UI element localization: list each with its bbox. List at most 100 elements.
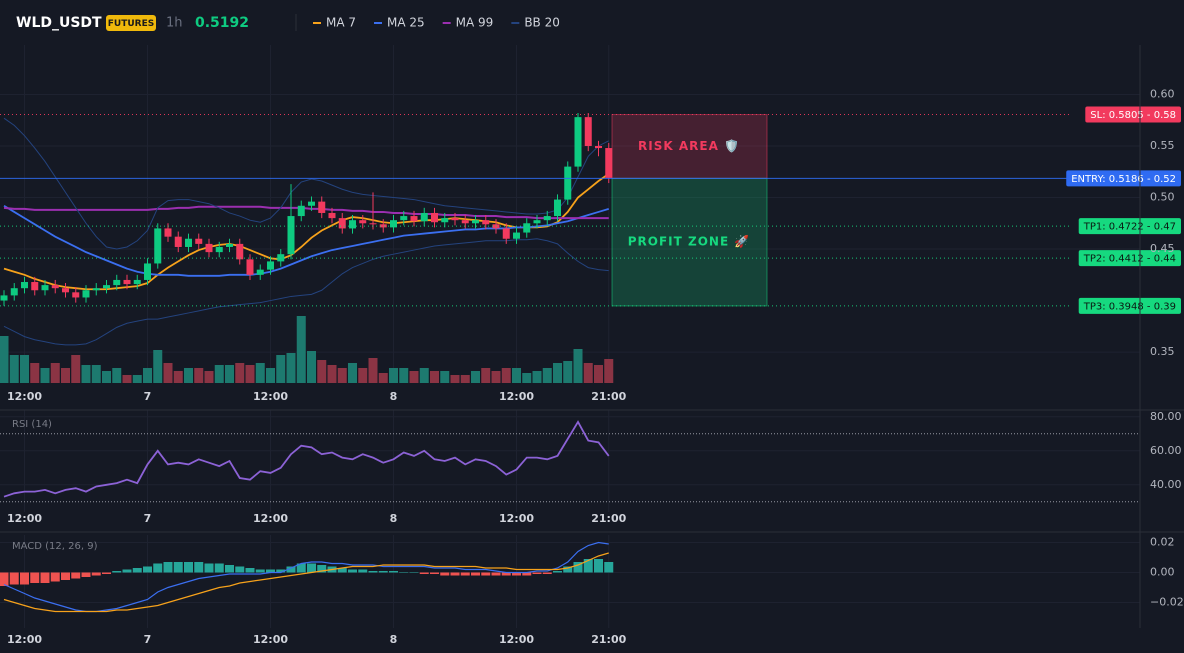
volume-bar [40,368,50,383]
volume-bar [143,368,152,383]
macd-title: MACD (12, 26, 9) [12,541,98,552]
histogram-bar [235,566,245,573]
histogram-bar [214,563,224,573]
candle-body [461,220,469,224]
y-tick-label: 0.02 [1150,536,1175,549]
histogram-bar [307,563,316,573]
histogram-bar [409,572,419,573]
histogram-bar [389,571,398,573]
badge-background [106,15,156,31]
histogram-bar [542,572,552,574]
candle-body [349,220,356,229]
histogram-bar [194,562,204,573]
candle-body [195,238,203,244]
histogram-bar [337,568,347,573]
x-tick-label: 7 [144,512,152,525]
volume-bar [9,355,19,383]
volume-bar [563,361,573,383]
candle-body [379,224,387,228]
volume-bar [368,358,378,383]
candle-body [185,238,192,247]
candle-body [564,166,572,200]
histogram-bar [419,572,429,574]
x-tick-label: 21:00 [591,390,626,403]
volume-bar [173,371,183,383]
candle-body [21,282,28,289]
indicator-line [3,204,610,277]
candle-body [10,288,18,296]
histogram-bar [491,572,501,576]
histogram-bar [450,572,460,576]
histogram-bar [91,572,101,576]
badge: FUTURES [108,19,154,29]
x-tick-label: 12:00 [7,633,42,646]
volume-bar [255,363,265,383]
histogram-bar [122,569,132,573]
histogram-bar [471,572,480,576]
level-label-background [1085,106,1181,123]
candle-body [144,263,151,280]
y-tick-label: 0.00 [1150,566,1175,579]
candle-body [502,228,510,239]
y-tick-label: 60.00 [1150,444,1182,457]
histogram-bar [553,571,562,573]
histogram-bar [245,568,255,573]
candle-body [605,148,613,178]
volume-bar [491,371,501,383]
histogram-bar [481,572,491,576]
volume-bar [91,365,101,383]
volume-bar [112,368,122,383]
histogram-bar [604,562,614,573]
histogram-bar [255,569,265,573]
legend-label: MA 99 [456,16,494,30]
volume-bar [460,375,470,383]
candle-body [51,285,59,289]
zones: RISK AREA 🛡️ PROFIT ZONE 🚀 [611,114,768,307]
histogram-bar [153,563,163,573]
volume-bar [594,365,603,383]
volume-bar [71,355,81,383]
volume-bar [409,371,419,383]
candle-body [92,288,100,291]
histogram-bar [296,563,306,573]
volume-bar [0,336,9,383]
level-label: TP1: 0.4722 - 0.47 [1083,222,1176,233]
level-label: TP3: 0.3948 - 0.39 [1083,301,1176,312]
volume-bar [225,365,234,383]
volume-bar [553,363,562,383]
histogram-bar [430,572,439,574]
candle-body [523,223,531,233]
candle-body [72,292,80,298]
x-tick-label: 12:00 [253,633,288,646]
histogram-bar [102,572,111,574]
volume-bar [501,368,511,383]
volume-bar [81,365,91,383]
volume-bar [153,350,163,383]
candle-body [441,218,449,223]
volume-bar [122,375,132,383]
candle-body [62,288,69,293]
y-tick-label: 0.60 [1150,87,1175,100]
candle-body [246,259,254,275]
candle-body [215,246,223,253]
header: WLD_USDT FUTURES 1h 0.5192 RSI (14) MACD… [12,15,249,552]
volume-bar [450,375,460,383]
histogram-bar [573,562,583,573]
histogram-bar [143,566,152,573]
candle-body [103,285,110,289]
candle-body [328,212,336,219]
histogram-bar [594,559,603,573]
histogram-bar [563,566,573,573]
candle-body [226,243,233,247]
volume-bar [286,353,296,383]
histogram-bar [112,571,122,573]
histogram-bar [30,572,40,583]
candle-body [174,236,182,247]
level-label: ENTRY: 0.5186 - 0.52 [1071,174,1176,185]
candle-body [574,117,582,167]
volume-bar [317,360,327,383]
y-tick-label: 0.45 [1150,242,1175,255]
histogram-bar [50,572,60,582]
